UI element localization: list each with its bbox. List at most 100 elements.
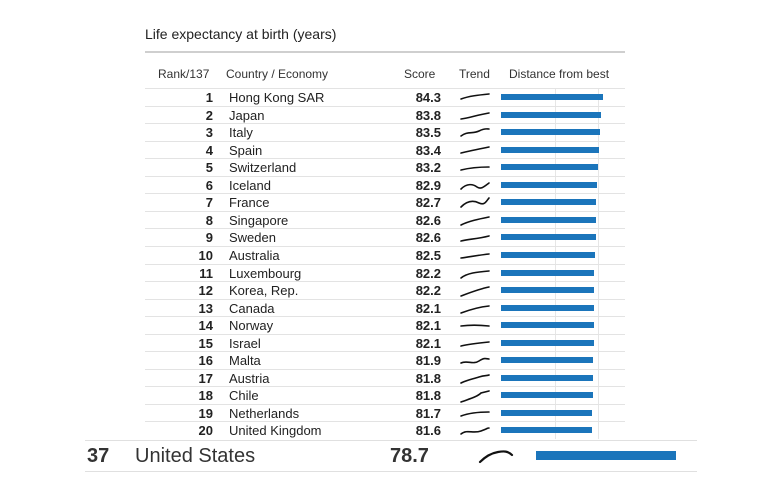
row-distance-bar	[501, 269, 595, 276]
row-country: Switzerland	[229, 160, 297, 176]
header-score: Score	[404, 67, 436, 81]
table-row: 19 Netherlands 81.7	[145, 403, 625, 422]
row-country: Luxembourg	[229, 265, 302, 281]
highlight-rank: 37	[87, 445, 110, 467]
row-trend-sparkline	[460, 411, 490, 417]
row-score: 83.2	[415, 160, 441, 176]
row-distance-bar	[501, 322, 594, 329]
row-rank: 6	[205, 177, 213, 193]
highlight-trend-sparkline	[478, 450, 514, 464]
row-distance-bar	[501, 199, 597, 206]
row-country: France	[229, 195, 270, 211]
row-distance-bar	[501, 181, 598, 188]
table-row: 3 Italy 83.5	[145, 123, 625, 141]
row-country: Japan	[229, 107, 265, 123]
row-score: 82.9	[415, 177, 441, 193]
title-divider	[145, 51, 625, 53]
table-row: 18 Chile 81.8	[145, 386, 625, 404]
row-rank: 5	[205, 160, 213, 176]
table-row: 5 Switzerland 83.2	[145, 158, 625, 176]
row-rank: 13	[198, 300, 213, 316]
row-score: 82.2	[415, 265, 441, 281]
row-rank: 11	[199, 265, 213, 281]
row-rank: 18	[198, 388, 213, 404]
table-row: 14 Norway 82.1	[145, 316, 625, 334]
row-score: 81.8	[415, 370, 441, 386]
row-rank: 10	[198, 247, 213, 263]
table-row: 16 Malta 81.9	[145, 351, 625, 369]
row-trend-sparkline	[460, 390, 490, 404]
table-row: 1 Hong Kong SAR 84.3	[145, 88, 625, 106]
row-country: Israel	[229, 335, 261, 351]
row-country: United Kingdom	[229, 423, 322, 439]
table-row: 4 Spain 83.4	[145, 140, 625, 159]
row-score: 82.7	[415, 195, 441, 211]
row-score: 82.1	[415, 335, 441, 351]
row-rank: 19	[198, 405, 213, 421]
row-country: Norway	[229, 318, 274, 334]
row-rank: 9	[205, 230, 213, 246]
row-rank: 15	[198, 335, 213, 351]
row-trend-sparkline	[460, 340, 490, 347]
table-row: 11 Luxembourg 82.2	[145, 263, 625, 282]
highlight-distance-bar	[536, 451, 677, 460]
row-rank: 4	[205, 142, 213, 158]
table-row: 2 Japan 83.8	[145, 105, 625, 124]
row-trend-sparkline	[460, 93, 490, 100]
row-country: Hong Kong SAR	[229, 90, 325, 105]
row-trend-sparkline	[460, 269, 490, 279]
row-trend-sparkline	[460, 373, 490, 384]
table-row: 9 Sweden 82.6	[145, 228, 625, 246]
row-country: Sweden	[229, 230, 276, 246]
row-distance-bar	[501, 146, 600, 153]
row-distance-bar	[501, 251, 596, 258]
row-country: Iceland	[229, 177, 271, 193]
row-score: 82.6	[415, 230, 441, 246]
row-country: Italy	[229, 125, 253, 141]
row-score: 82.1	[415, 300, 441, 316]
row-score: 82.1	[415, 318, 441, 334]
table-row: 17 Austria 81.8	[145, 368, 625, 387]
row-score: 81.7	[415, 405, 441, 421]
row-rank: 8	[205, 212, 213, 228]
header-trend: Trend	[459, 67, 490, 81]
row-country: Australia	[229, 247, 280, 263]
row-trend-sparkline	[460, 304, 490, 314]
row-score: 83.5	[415, 125, 441, 141]
row-trend-sparkline	[460, 324, 490, 327]
row-rank: 12	[198, 283, 213, 299]
header-country: Country / Economy	[226, 67, 329, 81]
table-row: 7 France 82.7	[145, 193, 625, 211]
row-rank: 1	[205, 90, 213, 105]
row-rank: 16	[198, 353, 213, 369]
row-country: Malta	[229, 353, 261, 369]
row-score: 81.8	[415, 388, 441, 404]
table-row: 20 United Kingdom 81.6	[145, 421, 625, 439]
row-trend-sparkline	[460, 216, 490, 226]
row-distance-bar	[501, 374, 593, 381]
row-country: Singapore	[229, 212, 289, 228]
row-trend-sparkline	[460, 357, 490, 365]
row-score: 83.8	[415, 107, 441, 123]
row-country: Canada	[229, 300, 275, 316]
row-distance-bar	[501, 427, 592, 434]
row-score: 82.5	[415, 247, 441, 263]
row-country: Chile	[229, 388, 259, 404]
row-distance-bar	[501, 409, 593, 416]
row-trend-sparkline	[460, 235, 490, 243]
row-rank: 2	[205, 107, 213, 123]
row-score: 81.9	[415, 353, 441, 369]
table-row: 12 Korea, Rep. 82.2	[145, 281, 625, 299]
row-trend-sparkline	[460, 197, 490, 209]
row-distance-bar	[501, 111, 601, 118]
row-distance-bar	[501, 392, 593, 399]
row-trend-sparkline	[460, 166, 490, 171]
row-rank: 3	[205, 125, 213, 141]
row-distance-bar	[501, 339, 594, 346]
row-distance-bar	[501, 287, 595, 294]
table-row: 8 Singapore 82.6	[145, 210, 625, 229]
row-country: Netherlands	[229, 405, 300, 421]
row-trend-sparkline	[460, 253, 490, 259]
row-distance-bar	[501, 129, 600, 136]
